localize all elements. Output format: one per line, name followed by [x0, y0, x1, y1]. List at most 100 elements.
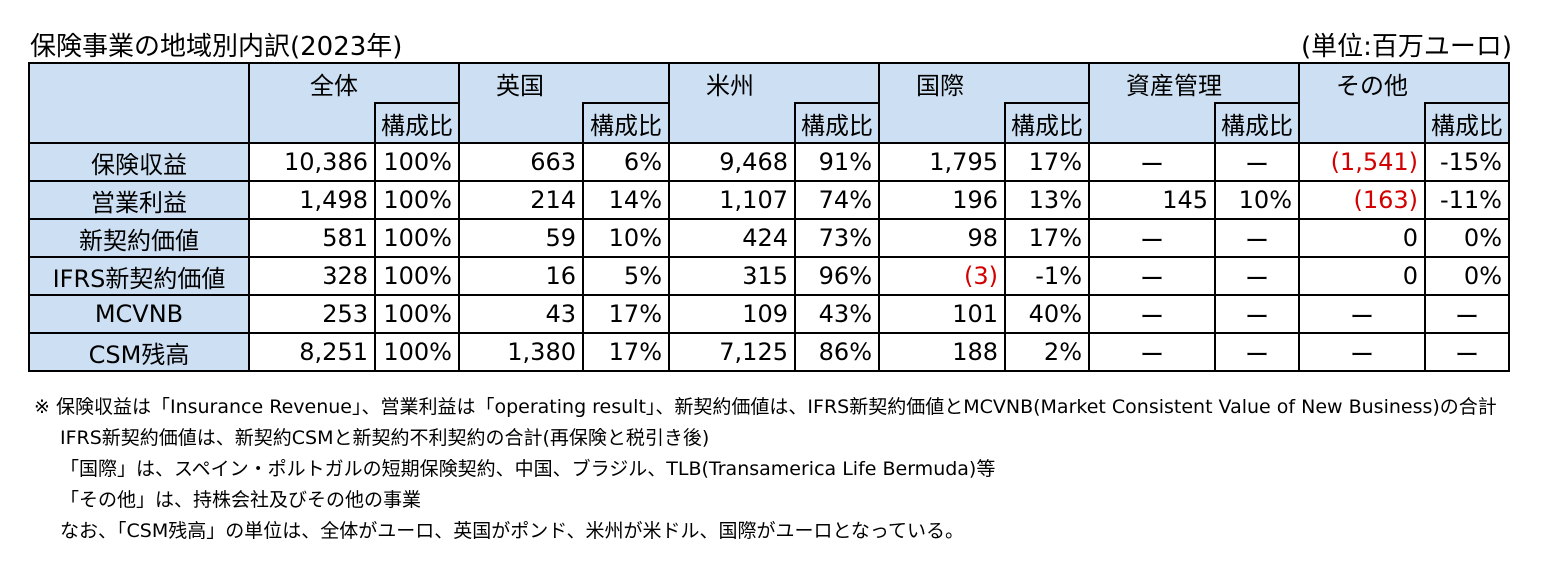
table-cell: -11%	[1424, 180, 1510, 220]
table-cell: 328	[248, 256, 376, 296]
table-cell: ー	[1088, 294, 1216, 334]
table-cell: 109	[668, 294, 796, 334]
table-cell: (3)	[878, 256, 1006, 296]
table-cell: 188	[878, 332, 1006, 372]
column-group-header: 米州	[668, 62, 880, 103]
table-cell: 8,251	[248, 332, 376, 372]
table-cell: 7,125	[668, 332, 796, 372]
table-cell: 100%	[374, 180, 460, 220]
column-group-label: 英国	[496, 71, 544, 100]
table-cell: 96%	[794, 256, 880, 296]
table-cell: 101	[878, 294, 1006, 334]
header-blank	[1298, 103, 1425, 144]
table-cell: 0	[1298, 256, 1426, 296]
column-group-header: 英国	[458, 62, 670, 103]
ratio-column-header: 構成比	[582, 102, 670, 144]
table-cell: 6%	[582, 142, 670, 182]
table-cell: ー	[1424, 294, 1510, 334]
table-cell: 315	[668, 256, 796, 296]
table-cell: 100%	[374, 332, 460, 372]
table-cell: ー	[1214, 142, 1300, 182]
table-cell: ー	[1298, 294, 1426, 334]
note-line: IFRS新契約価値は、新契約CSMと新契約不利契約の合計(再保険と税引き後)	[60, 427, 710, 449]
column-group-header: その他	[1298, 62, 1510, 103]
table-cell: 214	[458, 180, 584, 220]
note-line: 「その他」は、持株会社及びその他の事業	[60, 489, 422, 511]
table-cell: 43%	[794, 294, 880, 334]
data-table: 全体 英国 米州 国際 資産管理 その他 構成比 構成比 構成比 構成比 構成比 構成比 保険収益 10,…	[28, 62, 1510, 372]
table-cell: 98	[878, 218, 1006, 258]
table-cell: 0%	[1424, 218, 1510, 258]
table-cell: ー	[1088, 142, 1216, 182]
table-cell: 253	[248, 294, 376, 334]
table-cell: ー	[1214, 294, 1300, 334]
table-cell: 10,386	[248, 142, 376, 182]
column-group-label: 米州	[706, 71, 754, 100]
table-cell: 16	[458, 256, 584, 296]
column-group-header: 資産管理	[1088, 62, 1300, 103]
column-group-label: その他	[1336, 71, 1408, 100]
table-cell: (163)	[1298, 180, 1426, 220]
table-cell: ー	[1088, 256, 1216, 296]
table-cell: -15%	[1424, 142, 1510, 182]
table-cell: ー	[1424, 332, 1510, 372]
table-cell: 40%	[1004, 294, 1090, 334]
table-cell: -1%	[1004, 256, 1090, 296]
table-cell: ー	[1214, 218, 1300, 258]
table-cell: 73%	[794, 218, 880, 258]
header-row-groups: 全体 英国 米州 国際 資産管理 その他	[28, 62, 1510, 144]
header-blank	[668, 103, 795, 144]
table-cell: 86%	[794, 332, 880, 372]
table-cell: 0	[1298, 218, 1426, 258]
table-cell: 74%	[794, 180, 880, 220]
table-cell: 17%	[582, 294, 670, 334]
header-blank	[878, 103, 1005, 144]
row-label: MCVNB	[28, 294, 250, 334]
row-label: 保険収益	[28, 142, 250, 182]
table-cell: 100%	[374, 218, 460, 258]
page-title: 保険事業の地域別内訳(2023年)	[30, 32, 403, 62]
column-group-label: 全体	[310, 71, 358, 100]
table-cell: 424	[668, 218, 796, 258]
table-cell: 10%	[1214, 180, 1300, 220]
table-cell: 5%	[582, 256, 670, 296]
header-corner	[28, 62, 250, 144]
header-blank	[248, 103, 375, 144]
table-cell: 17%	[1004, 218, 1090, 258]
table-cell: ー	[1214, 256, 1300, 296]
table-cell: 14%	[582, 180, 670, 220]
table-cell: ー	[1088, 218, 1216, 258]
row-label: 営業利益	[28, 180, 250, 220]
row-label: CSM残高	[28, 332, 250, 372]
ratio-column-header: 構成比	[374, 102, 460, 144]
table-cell: ー	[1088, 332, 1216, 372]
table-cell: 10%	[582, 218, 670, 258]
unit-label: (単位:百万ユーロ)	[1300, 32, 1512, 62]
table-row: MCVNB 253 100% 43 17% 109 43% 101 40% ーーーー	[28, 294, 1510, 334]
column-group-label: 資産管理	[1126, 71, 1222, 100]
column-group-header: 国際	[878, 62, 1090, 103]
table-cell: 581	[248, 218, 376, 258]
ratio-column-header: 構成比	[1214, 102, 1300, 144]
table-cell: 17%	[582, 332, 670, 372]
table-cell: 9,468	[668, 142, 796, 182]
table-cell: 100%	[374, 256, 460, 296]
table-cell: 1,107	[668, 180, 796, 220]
table-row: 新契約価値 581 100% 59 10% 424 73% 98 17% ーー 0 0%	[28, 218, 1510, 258]
table-cell: 59	[458, 218, 584, 258]
table-cell: (1,541)	[1298, 142, 1426, 182]
table-cell: 1,498	[248, 180, 376, 220]
table-row: CSM残高 8,251 100% 1,380 17% 7,125 86% 188 2% ーーーー	[28, 332, 1510, 372]
table-row: 保険収益 10,386 100% 663 6% 9,468 91% 1,795 17% ーー (1,…	[28, 142, 1510, 182]
ratio-column-header: 構成比	[1004, 102, 1090, 144]
table-cell: 91%	[794, 142, 880, 182]
table-cell: 17%	[1004, 142, 1090, 182]
table-cell: 196	[878, 180, 1006, 220]
row-label: IFRS新契約価値	[28, 256, 250, 296]
table-cell: 100%	[374, 142, 460, 182]
table-cell: 43	[458, 294, 584, 334]
table-cell: 663	[458, 142, 584, 182]
header-row-sub: 構成比 構成比 構成比 構成比 構成比 構成比	[29, 102, 1510, 144]
note-line: 「国際」は、スペイン・ポルトガルの短期保険契約、中国、ブラジル、TLB(Tran…	[60, 458, 996, 480]
row-label: 新契約価値	[28, 218, 250, 258]
